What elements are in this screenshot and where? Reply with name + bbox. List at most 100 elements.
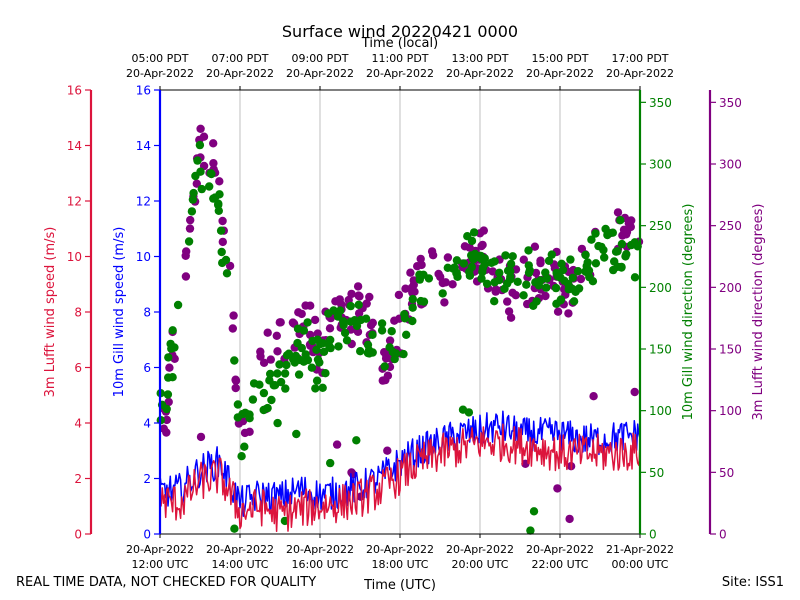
10m-gill-wind-direction-point xyxy=(299,357,308,366)
top-tick-time: 09:00 PDT xyxy=(291,52,348,65)
3m-lufft-wind-direction-point xyxy=(383,446,392,455)
y-tick-label: 8 xyxy=(74,306,82,320)
10m-gill-wind-direction-point xyxy=(191,171,200,181)
10m-gill-wind-direction-point xyxy=(164,353,173,362)
3m-lufft-wind-direction-point xyxy=(218,237,227,247)
10m-gill-wind-direction-point xyxy=(326,335,335,345)
3m-lufft-wind-direction-point xyxy=(491,287,500,296)
3m-lufft-wind-direction-point xyxy=(215,177,224,186)
3m-lufft-wind-direction-point xyxy=(228,324,237,333)
3m-lufft-wind-direction-point xyxy=(355,292,364,301)
10m-gill-wind-direction-point xyxy=(470,249,480,259)
10m-gill-wind-direction-point xyxy=(551,283,561,293)
top-tick-date: 20-Apr-2022 xyxy=(286,67,354,80)
10m-gill-wind-direction-point xyxy=(478,263,488,273)
10m-gill-wind-direction-point xyxy=(216,226,226,235)
3m-lufft-wind-direction-point xyxy=(565,514,574,524)
3m-lufft-wind-direction-point xyxy=(553,307,563,316)
10m-gill-wind-direction-point xyxy=(490,257,499,266)
10m-gill-wind-direction-point xyxy=(591,229,600,238)
10m-gill-wind-direction-point xyxy=(164,373,173,382)
3m-lufft-wind-direction-point xyxy=(313,329,322,338)
3m-lufft-wind-direction-point xyxy=(519,255,528,264)
10m-gill-wind-direction-point xyxy=(463,232,472,241)
bottom-tick-time: 22:00 UTC xyxy=(531,558,588,571)
10m-gill-wind-direction-point xyxy=(292,429,301,439)
10m-gill-wind-direction-point xyxy=(630,273,640,282)
3m-lufft-wind-direction-point xyxy=(354,309,364,318)
10m-gill-wind-direction-point xyxy=(168,326,177,335)
3m-lufft-wind-direction-point xyxy=(508,288,517,297)
top-tick-time: 05:00 PDT xyxy=(131,52,188,65)
10m-gill-wind-direction-point xyxy=(569,297,579,306)
top-tick-date: 20-Apr-2022 xyxy=(446,67,514,80)
10m-gill-wind-direction-point xyxy=(356,347,365,356)
10m-gill-wind-direction-point xyxy=(408,294,417,304)
10m-gill-wind-direction-point xyxy=(315,358,324,367)
10m-gill-wind-direction-point xyxy=(284,349,294,358)
y-tick-label: 6 xyxy=(143,361,151,375)
3m-lufft-wind-direction-point xyxy=(409,280,418,289)
10m-gill-wind-direction-point xyxy=(529,507,539,516)
3m-lufft-wind-direction-point xyxy=(297,309,306,319)
3m-lufft-wind-direction-point xyxy=(181,272,191,281)
10m-gill-wind-direction-point xyxy=(193,156,202,165)
3m-lufft-wind-direction-point xyxy=(394,290,404,300)
top-tick-time: 15:00 PDT xyxy=(531,52,588,65)
3m-lufft-wind-direction-point xyxy=(325,324,335,333)
10m-gill-wind-direction-point xyxy=(354,300,363,309)
3m-lufft-wind-direction-point xyxy=(589,392,598,401)
lufft-speed-axis-label: 3m Lufft wind speed (m/s) xyxy=(43,227,58,398)
3m-lufft-wind-direction-point xyxy=(381,375,390,385)
10m-gill-wind-direction-point xyxy=(346,301,355,311)
10m-gill-wind-direction-point xyxy=(519,291,528,300)
y-tick-label: 0 xyxy=(74,528,82,542)
y-tick-label: 6 xyxy=(74,361,82,375)
10m-gill-wind-direction-point xyxy=(524,268,534,277)
3m-lufft-wind-direction-point xyxy=(196,124,205,133)
top-tick-date: 20-Apr-2022 xyxy=(366,67,434,80)
10m-gill-wind-direction-point xyxy=(613,247,622,256)
top-axis-label: Time (local) xyxy=(361,36,438,51)
10m-gill-wind-direction-point xyxy=(326,458,335,468)
10m-gill-wind-direction-point xyxy=(267,395,276,405)
10m-gill-wind-direction-point xyxy=(477,274,486,283)
y-tick-label: 100 xyxy=(719,404,742,418)
10m-gill-wind-direction-point xyxy=(524,246,533,255)
10m-gill-wind-direction-point xyxy=(281,384,290,393)
y-tick-label: 14 xyxy=(136,139,151,153)
10m-gill-wind-direction-point xyxy=(273,418,282,428)
y-tick-label: 250 xyxy=(649,219,672,233)
quality-disclaimer: REAL TIME DATA, NOT CHECKED FOR QUALITY xyxy=(16,575,317,590)
3m-lufft-wind-direction-point xyxy=(503,297,512,306)
10m-gill-wind-direction-point xyxy=(240,442,249,451)
10m-gill-wind-direction-point xyxy=(339,320,348,330)
10m-gill-wind-direction-point xyxy=(482,279,492,288)
y-tick-label: 200 xyxy=(649,281,672,295)
10m-gill-wind-direction-point xyxy=(173,300,183,310)
10m-gill-wind-direction-point xyxy=(506,259,516,269)
bottom-tick-date: 20-Apr-2022 xyxy=(446,543,514,556)
y-tick-label: 200 xyxy=(719,281,742,295)
y-tick-label: 8 xyxy=(143,306,151,320)
y-tick-label: 10 xyxy=(136,250,151,264)
y-tick-label: 4 xyxy=(143,417,151,431)
10m-gill-wind-direction-point xyxy=(352,436,361,445)
10m-gill-wind-direction-point xyxy=(368,330,377,339)
lufft-dir-axis: 0 50 100 150 200 250 300 350 3m Lufft wind direc… xyxy=(708,90,766,542)
10m-gill-wind-direction-point xyxy=(568,273,577,282)
10m-gill-wind-direction-point xyxy=(500,284,509,293)
3m-lufft-wind-direction-point xyxy=(288,318,298,327)
bottom-tick-date: 21-Apr-2022 xyxy=(606,543,674,556)
10m-gill-wind-direction-point xyxy=(319,347,329,356)
3m-lufft-wind-direction-point xyxy=(443,253,453,262)
10m-gill-wind-direction-point xyxy=(522,280,531,289)
10m-gill-wind-direction-point xyxy=(222,269,232,278)
10m-gill-wind-direction-point xyxy=(313,335,322,344)
3m-lufft-wind-direction-point xyxy=(266,355,275,364)
bottom-tick-time: 00:00 UTC xyxy=(611,558,668,571)
bottom-tick-time: 18:00 UTC xyxy=(371,558,428,571)
10m-gill-wind-direction-point xyxy=(464,408,474,417)
bottom-axis-label: Time (UTC) xyxy=(363,578,436,593)
10m-gill-wind-direction-point xyxy=(467,262,476,272)
